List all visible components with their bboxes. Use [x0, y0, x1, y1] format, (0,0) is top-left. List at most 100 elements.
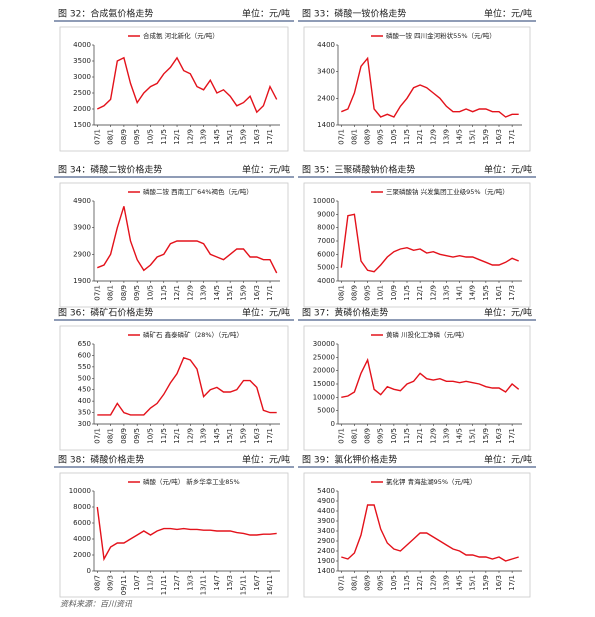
x-tick-label: 15/1: [469, 575, 477, 591]
y-tick-label: 0: [87, 567, 91, 575]
figure-caption: 图 34：磷酸二铵价格走势: [58, 164, 162, 176]
figure-caption: 图 38：磷酸价格走势: [58, 454, 144, 466]
x-tick-label: 16/3: [495, 575, 503, 591]
legend-label: 磷矿石 鑫泰磷矿（28%）（元/吨）: [143, 330, 243, 339]
figure-caption: 图 37：黄磷价格走势: [302, 307, 388, 319]
y-tick-label: 7000: [317, 237, 335, 245]
legend-label: 合成氨 河北新化（元/吨）: [143, 31, 219, 40]
y-tick-label: 500: [78, 374, 91, 382]
x-tick-label: 15/1: [226, 428, 234, 444]
price-line: [97, 206, 278, 274]
x-tick-label: 15/9: [482, 575, 490, 591]
y-tick-label: 600: [78, 351, 91, 359]
x-tick-label: 10/5: [146, 285, 154, 301]
x-tick-label: 14/5: [213, 129, 221, 145]
y-tick-label: 4000: [73, 41, 91, 49]
y-tick-label: 4400: [317, 507, 335, 515]
y-tick-label: 20000: [313, 367, 335, 375]
x-tick-label: 15/9: [239, 428, 247, 444]
figure-caption: 图 33：磷酸一铵价格走势: [302, 8, 406, 20]
x-tick-label: 12/9: [186, 285, 194, 301]
y-tick-label: 6000: [317, 250, 335, 258]
y-tick-label: 1900: [317, 557, 335, 565]
y-tick-label: 2500: [73, 89, 91, 97]
y-tick-label: 5000: [317, 407, 335, 415]
chart-frame: [303, 26, 531, 152]
y-tick-label: 3400: [317, 527, 335, 535]
price-line: [341, 357, 520, 398]
x-tick-label: 16/3: [253, 285, 261, 301]
y-tick-label: 2900: [317, 537, 335, 545]
chart-frame: [303, 182, 531, 308]
x-tick-label: 17/1: [508, 129, 516, 145]
x-tick-label: 12/9: [186, 428, 194, 444]
x-tick-label: 08/1: [350, 129, 358, 145]
x-tick-label: 08/1: [350, 428, 358, 444]
y-tick-label: 300: [78, 420, 91, 428]
y-tick-label: 350: [78, 409, 91, 417]
x-tick-label: 13/9: [200, 285, 208, 301]
x-tick-label: 08/9: [120, 285, 128, 301]
y-tick-label: 2400: [317, 547, 335, 555]
x-tick-label: 15/9: [482, 129, 490, 145]
y-tick-label: 1500: [73, 121, 91, 129]
legend-label: 磷酸（元/吨） 新乡华幸工业85%: [143, 477, 240, 486]
y-tick-label: 5000: [317, 264, 335, 272]
y-tick-label: 25000: [313, 353, 335, 361]
x-tick-label: 17/3: [508, 285, 516, 301]
x-tick-label: 11/5: [403, 428, 411, 444]
x-tick-label: 16/3: [495, 428, 503, 444]
y-tick-label: 4900: [73, 197, 91, 205]
legend-label: 黄磷 川投化工净磷（元/吨）: [386, 330, 468, 339]
x-tick-label: 07/1: [337, 129, 345, 145]
x-tick-label: 14/5: [456, 129, 464, 145]
price-line: [340, 213, 519, 273]
x-tick-label: 08/9: [350, 285, 358, 301]
x-tick-label: 13/9: [200, 129, 208, 145]
figure-caption: 图 35：三聚磷酸钠价格走势: [302, 164, 415, 176]
x-tick-label: 09/5: [133, 129, 141, 145]
x-tick-label: 11/5: [403, 129, 411, 145]
x-tick-label: 08/9: [364, 428, 372, 444]
x-tick-label: 11/5: [160, 129, 168, 145]
x-tick-label: 13/11: [200, 575, 208, 595]
legend-label: 三聚磷酸钠 兴发集团工业级95%（元/吨）: [386, 187, 509, 196]
x-tick-label: 12/1: [416, 575, 424, 591]
x-tick-label: 09/5: [377, 129, 385, 145]
x-tick-label: 12/9: [429, 129, 437, 145]
x-tick-label: 15/9: [239, 285, 247, 301]
y-tick-label: 550: [78, 363, 91, 371]
x-tick-label: 12/9: [429, 285, 437, 301]
y-tick-label: 15000: [313, 380, 335, 388]
x-tick-label: 09/3: [107, 575, 115, 591]
x-tick-label: 09/5: [364, 285, 372, 301]
y-tick-label: 30000: [313, 340, 335, 348]
y-tick-label: 3000: [73, 73, 91, 81]
y-tick-label: 3400: [317, 68, 335, 76]
unit-label: 单位：元/吨: [484, 8, 532, 20]
x-tick-label: 08/1: [350, 575, 358, 591]
x-tick-label: 15/1: [469, 129, 477, 145]
x-tick-label: 08/1: [337, 285, 345, 301]
price-line: [96, 506, 277, 562]
x-tick-label: 11/5: [160, 285, 168, 301]
x-tick-label: 08/9: [120, 129, 128, 145]
x-tick-label: 10/5: [390, 428, 398, 444]
x-tick-label: 16/11: [266, 575, 274, 595]
y-tick-label: 3900: [73, 224, 91, 232]
x-tick-label: 15/9: [239, 129, 247, 145]
x-tick-label: 15/11: [239, 575, 247, 595]
y-tick-label: 3900: [317, 517, 335, 525]
x-tick-label: 07/1: [93, 285, 101, 301]
figure-caption: 图 39：氯化钾价格走势: [302, 454, 397, 466]
y-tick-label: 2900: [73, 250, 91, 258]
unit-label: 单位：元/吨: [484, 164, 532, 176]
x-tick-label: 10/5: [390, 575, 398, 591]
x-tick-label: 10/7: [133, 575, 141, 591]
x-tick-label: 12/9: [429, 575, 437, 591]
x-tick-label: 16/3: [253, 428, 261, 444]
x-tick-label: 14/1: [456, 285, 464, 301]
x-tick-label: 13/9: [200, 428, 208, 444]
x-tick-label: 17/1: [266, 428, 274, 444]
